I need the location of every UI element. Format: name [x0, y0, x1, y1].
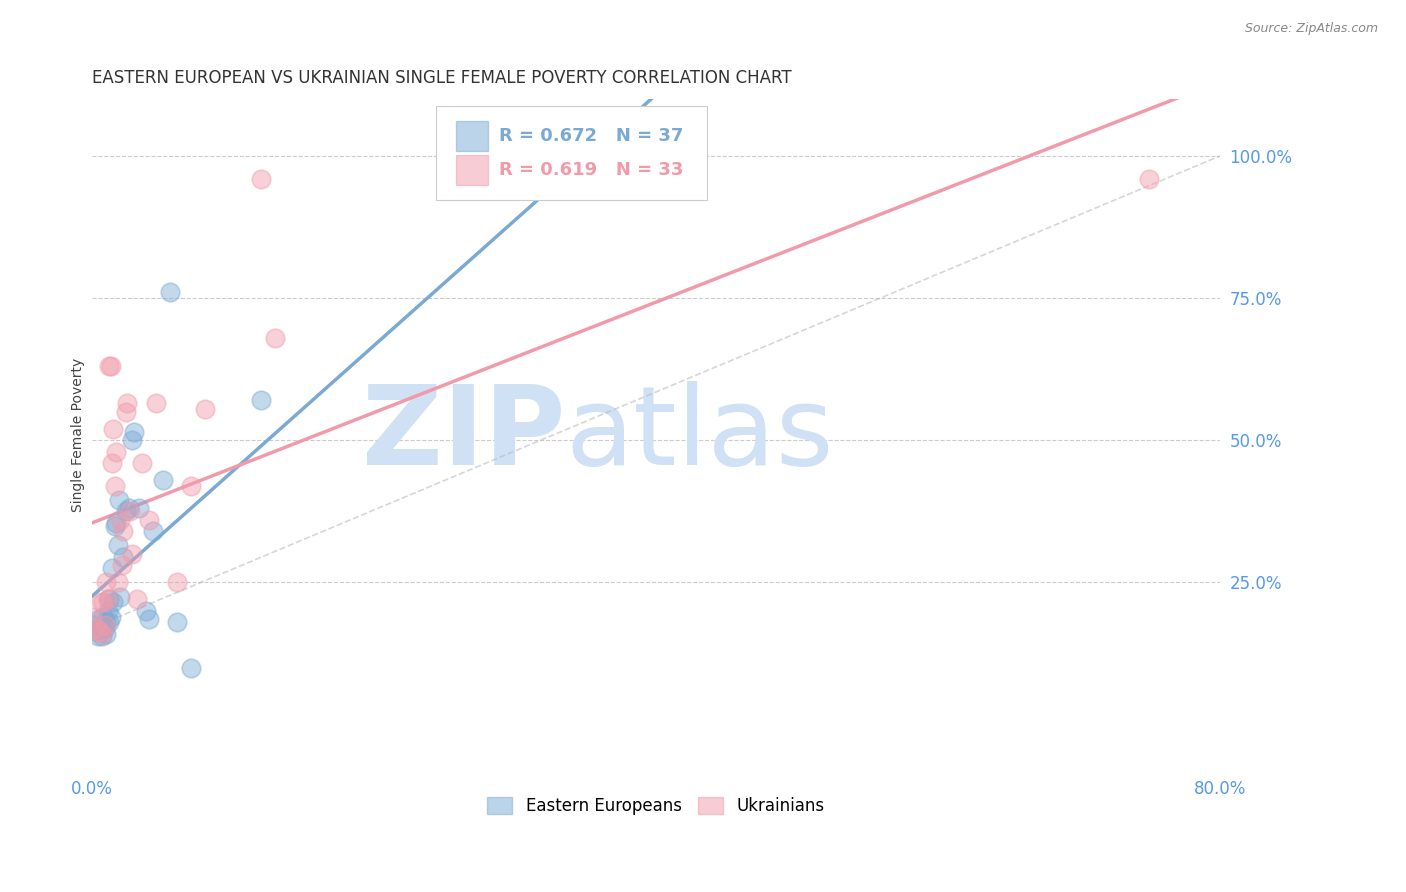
Point	[94, 618, 117, 632]
FancyBboxPatch shape	[436, 106, 707, 200]
FancyBboxPatch shape	[457, 154, 488, 185]
Point	[107, 575, 129, 590]
Point	[124, 425, 146, 439]
Point	[159, 285, 181, 300]
Point	[250, 393, 273, 408]
Point	[138, 612, 160, 626]
Point	[120, 504, 142, 518]
Point	[166, 615, 188, 630]
Point	[89, 612, 111, 626]
Legend: Eastern Europeans, Ukrainians: Eastern Europeans, Ukrainians	[481, 790, 831, 822]
Point	[121, 434, 143, 448]
Point	[104, 479, 127, 493]
Point	[97, 604, 120, 618]
Point	[138, 513, 160, 527]
Point	[87, 629, 110, 643]
Point	[112, 549, 135, 564]
Point	[90, 621, 112, 635]
Point	[107, 538, 129, 552]
Point	[166, 575, 188, 590]
Point	[115, 405, 138, 419]
Point	[117, 396, 139, 410]
Text: atlas: atlas	[565, 381, 834, 488]
Text: R = 0.619   N = 33: R = 0.619 N = 33	[499, 161, 683, 178]
Point	[93, 595, 115, 609]
Point	[101, 561, 124, 575]
Point	[96, 575, 118, 590]
Point	[489, 171, 512, 186]
Point	[127, 592, 149, 607]
Text: EASTERN EUROPEAN VS UKRAINIAN SINGLE FEMALE POVERTY CORRELATION CHART: EASTERN EUROPEAN VS UKRAINIAN SINGLE FEM…	[93, 69, 792, 87]
Point	[250, 171, 273, 186]
Point	[98, 592, 121, 607]
Point	[624, 171, 647, 186]
Point	[98, 615, 121, 630]
Point	[89, 624, 111, 638]
Point	[105, 516, 128, 530]
Point	[110, 590, 132, 604]
Point	[1137, 171, 1160, 186]
Point	[131, 456, 153, 470]
Point	[264, 331, 287, 345]
Point	[145, 396, 167, 410]
Point	[180, 661, 202, 675]
Point	[135, 604, 157, 618]
Point	[111, 558, 134, 573]
Point	[121, 547, 143, 561]
Point	[103, 422, 125, 436]
Y-axis label: Single Female Poverty: Single Female Poverty	[72, 358, 86, 512]
Text: R = 0.672   N = 37: R = 0.672 N = 37	[499, 127, 683, 145]
Point	[101, 456, 124, 470]
Point	[103, 595, 125, 609]
Point	[110, 513, 132, 527]
Point	[91, 629, 114, 643]
Point	[100, 359, 122, 374]
Point	[82, 609, 104, 624]
Point	[94, 621, 117, 635]
Point	[104, 518, 127, 533]
Point	[108, 493, 131, 508]
Point	[86, 621, 108, 635]
Point	[128, 501, 150, 516]
Point	[97, 592, 120, 607]
Point	[82, 618, 104, 632]
FancyBboxPatch shape	[457, 121, 488, 151]
Point	[96, 615, 118, 630]
Point	[84, 624, 107, 638]
Text: Source: ZipAtlas.com: Source: ZipAtlas.com	[1244, 22, 1378, 36]
Point	[112, 524, 135, 539]
Point	[180, 479, 202, 493]
Point	[105, 444, 128, 458]
Point	[142, 524, 165, 539]
Point	[118, 501, 141, 516]
Point	[194, 402, 217, 417]
Point	[93, 609, 115, 624]
Point	[100, 609, 122, 624]
Text: ZIP: ZIP	[363, 381, 565, 488]
Point	[98, 359, 121, 374]
Point	[152, 473, 174, 487]
Point	[91, 626, 114, 640]
Point	[115, 504, 138, 518]
Point	[96, 626, 118, 640]
Point	[90, 595, 112, 609]
